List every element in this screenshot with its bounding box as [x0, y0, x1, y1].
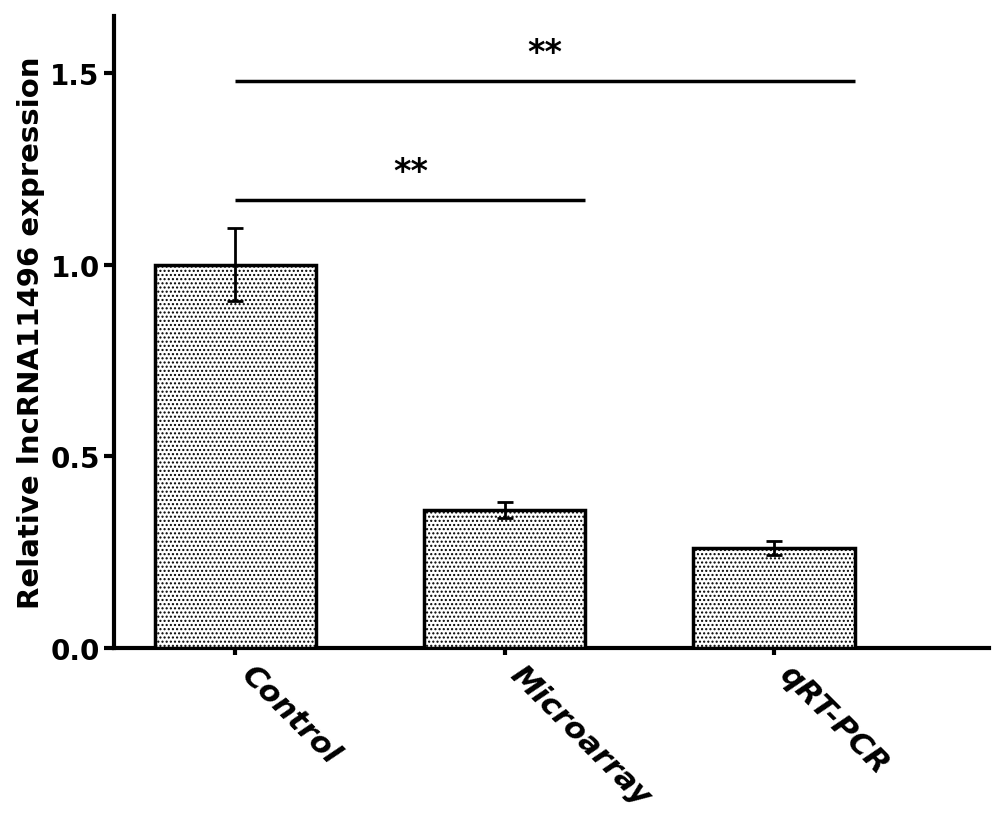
Bar [155, 266, 316, 648]
Text: **: ** [527, 37, 562, 70]
Text: **: ** [393, 156, 428, 189]
Bar [693, 549, 855, 648]
Bar [424, 510, 585, 648]
Y-axis label: Relative lncRNA11496 expression: Relative lncRNA11496 expression [17, 56, 44, 609]
